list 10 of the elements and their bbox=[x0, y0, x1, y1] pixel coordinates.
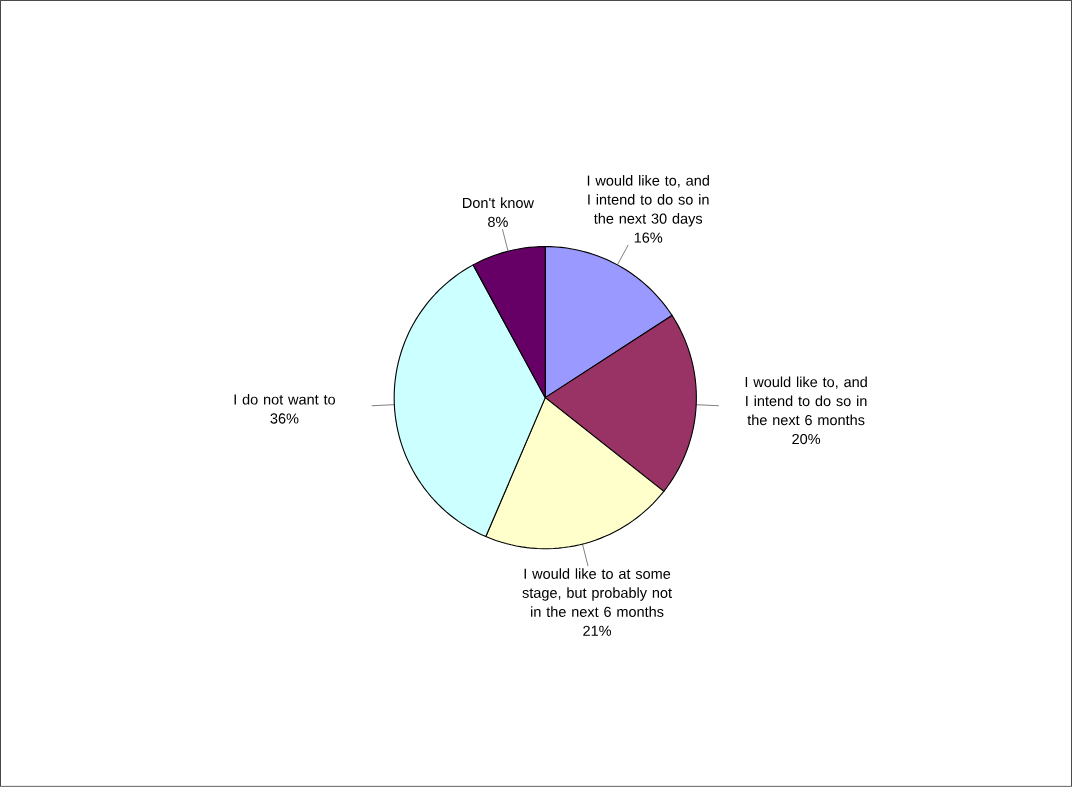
data-label: 8% bbox=[488, 216, 508, 228]
slice-label: I would like to, and I intend to do so in the next 30 days bbox=[587, 175, 709, 227]
data-label: 21% bbox=[583, 625, 612, 636]
data-label: 16% bbox=[634, 232, 663, 243]
data-label: 36% bbox=[270, 413, 299, 424]
slice-label: Don't know bbox=[463, 197, 534, 209]
slice-label: I would like to at some stage, but probably not in the next 6 months bbox=[522, 568, 672, 618]
slice-label: I do not want to bbox=[234, 394, 336, 405]
data-label: 20% bbox=[792, 433, 821, 445]
legend-label: I would like to, and I intend to do so in the next 6 months bbox=[745, 376, 867, 426]
